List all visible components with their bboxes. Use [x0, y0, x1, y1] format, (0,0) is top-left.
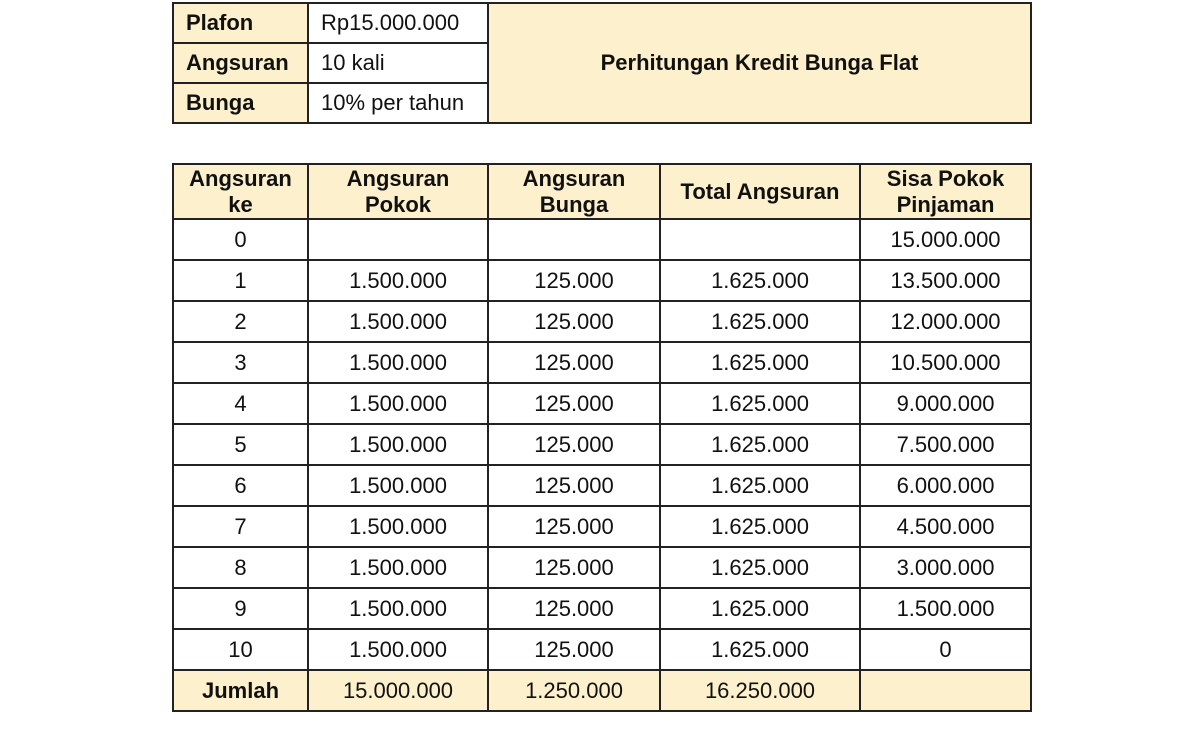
installment-schedule-table: Angsuran ke Angsuran Pokok Angsuran Bunga Tota… [172, 163, 1032, 712]
column-header: Sisa Pokok Pinjaman [859, 163, 1032, 220]
table-cell: 125.000 [487, 628, 661, 671]
table-cell: 125.000 [487, 259, 661, 302]
table-cell: 0 [172, 218, 309, 261]
table-cell: 1.625.000 [659, 546, 861, 589]
info-label: Bunga [172, 82, 309, 124]
table-cell: 10.500.000 [859, 341, 1032, 384]
table-cell: 1.500.000 [307, 546, 489, 589]
column-header-line: Total Angsuran [680, 178, 840, 204]
column-header-line: Sisa Pokok [886, 165, 1005, 191]
table-cell: 1 [172, 259, 309, 302]
table-cell: 4 [172, 382, 309, 425]
table-cell: 9.000.000 [859, 382, 1032, 425]
table-cell [487, 218, 661, 261]
table-title: Perhitungan Kredit Bunga Flat [487, 2, 1032, 124]
table-cell: 9 [172, 587, 309, 630]
column-header-line: Pokok [364, 191, 432, 217]
column-header-line: Angsuran [346, 165, 450, 191]
table-cell: 0 [859, 628, 1032, 671]
table-cell: 1.500.000 [307, 587, 489, 630]
table-cell: 5 [172, 423, 309, 466]
table-cell: 125.000 [487, 546, 661, 589]
info-row-bunga: Bunga 10% per tahun [172, 82, 1031, 124]
table-cell: 1.500.000 [307, 259, 489, 302]
table-cell [307, 218, 489, 261]
table-cell: 2 [172, 300, 309, 343]
column-header: Angsuran Bunga [487, 163, 661, 220]
info-label: Angsuran [172, 42, 309, 84]
table-cell: 1.625.000 [659, 464, 861, 507]
table-cell: 15.000.000 [859, 218, 1032, 261]
table-cell: 1.625.000 [659, 341, 861, 384]
total-cell [859, 669, 1032, 712]
table-row: 6 1.500.000 125.000 1.625.000 6.000.000 [172, 464, 1032, 507]
table-row: 2 1.500.000 125.000 1.625.000 12.000.000 [172, 300, 1032, 343]
table-row: 0 15.000.000 [172, 218, 1032, 261]
table-cell: 1.500.000 [307, 423, 489, 466]
table-cell: 1.500.000 [307, 341, 489, 384]
loan-info-table: Plafon Rp15.000.000 Perhitungan Kredit B… [172, 2, 1032, 124]
table-cell: 1.500.000 [307, 505, 489, 548]
info-value: Rp15.000.000 [307, 2, 489, 44]
table-cell: 13.500.000 [859, 259, 1032, 302]
column-header-line: Bunga [539, 191, 609, 217]
column-header-line: Angsuran [189, 165, 292, 191]
table-row: 8 1.500.000 125.000 1.625.000 3.000.000 [172, 546, 1032, 589]
total-cell: 1.250.000 [487, 669, 661, 712]
table-cell: 8 [172, 546, 309, 589]
table-cell: 125.000 [487, 587, 661, 630]
table-cell: 125.000 [487, 464, 661, 507]
info-value: 10 kali [307, 42, 489, 84]
total-cell: 16.250.000 [659, 669, 861, 712]
table-row: 7 1.500.000 125.000 1.625.000 4.500.000 [172, 505, 1032, 548]
table-cell: 1.500.000 [307, 300, 489, 343]
table-row: 3 1.500.000 125.000 1.625.000 10.500.000 [172, 341, 1032, 384]
table-row: 9 1.500.000 125.000 1.625.000 1.500.000 [172, 587, 1032, 630]
table-row: 5 1.500.000 125.000 1.625.000 7.500.000 [172, 423, 1032, 466]
table-row: 4 1.500.000 125.000 1.625.000 9.000.000 [172, 382, 1032, 425]
table-cell: 12.000.000 [859, 300, 1032, 343]
table-row: 1 1.500.000 125.000 1.625.000 13.500.000 [172, 259, 1032, 302]
table-cell: 125.000 [487, 423, 661, 466]
table-cell [659, 218, 861, 261]
table-cell: 1.625.000 [659, 300, 861, 343]
table-cell: 4.500.000 [859, 505, 1032, 548]
table-row: 10 1.500.000 125.000 1.625.000 0 [172, 628, 1032, 671]
table-cell: 1.500.000 [859, 587, 1032, 630]
table-cell: 3.000.000 [859, 546, 1032, 589]
table-cell: 10 [172, 628, 309, 671]
table-cell: 125.000 [487, 300, 661, 343]
column-header: Angsuran Pokok [307, 163, 489, 220]
table-cell: 1.500.000 [307, 464, 489, 507]
table-cell: 7.500.000 [859, 423, 1032, 466]
table-cell: 125.000 [487, 505, 661, 548]
info-row-plafon: Plafon Rp15.000.000 Perhitungan Kredit B… [172, 2, 1032, 124]
table-cell: 1.625.000 [659, 382, 861, 425]
column-header: Angsuran ke [172, 163, 309, 220]
info-label: Plafon [172, 2, 309, 44]
header-row: Angsuran ke Angsuran Pokok Angsuran Bunga Tota… [172, 163, 1032, 220]
table-cell: 7 [172, 505, 309, 548]
column-header-line: ke [228, 191, 253, 217]
table-cell: 1.625.000 [659, 587, 861, 630]
total-label: Jumlah [172, 669, 309, 712]
table-cell: 1.500.000 [307, 628, 489, 671]
table-cell: 1.625.000 [659, 423, 861, 466]
column-header-line: Angsuran [522, 165, 626, 191]
table-cell: 125.000 [487, 341, 661, 384]
table-cell: 6.000.000 [859, 464, 1032, 507]
table-cell: 1.625.000 [659, 505, 861, 548]
table-cell: 125.000 [487, 382, 661, 425]
total-row: Jumlah 15.000.000 1.250.000 16.250.000 [172, 669, 1032, 712]
info-row-angsuran: Angsuran 10 kali [172, 42, 1031, 84]
info-value: 10% per tahun [307, 82, 489, 124]
total-cell: 15.000.000 [307, 669, 489, 712]
table-cell: 1.625.000 [659, 628, 861, 671]
column-header: Total Angsuran [659, 163, 861, 220]
table-cell: 3 [172, 341, 309, 384]
column-header-line: Pinjaman [896, 191, 995, 217]
table-cell: 1.500.000 [307, 382, 489, 425]
table-cell: 6 [172, 464, 309, 507]
table-cell: 1.625.000 [659, 259, 861, 302]
